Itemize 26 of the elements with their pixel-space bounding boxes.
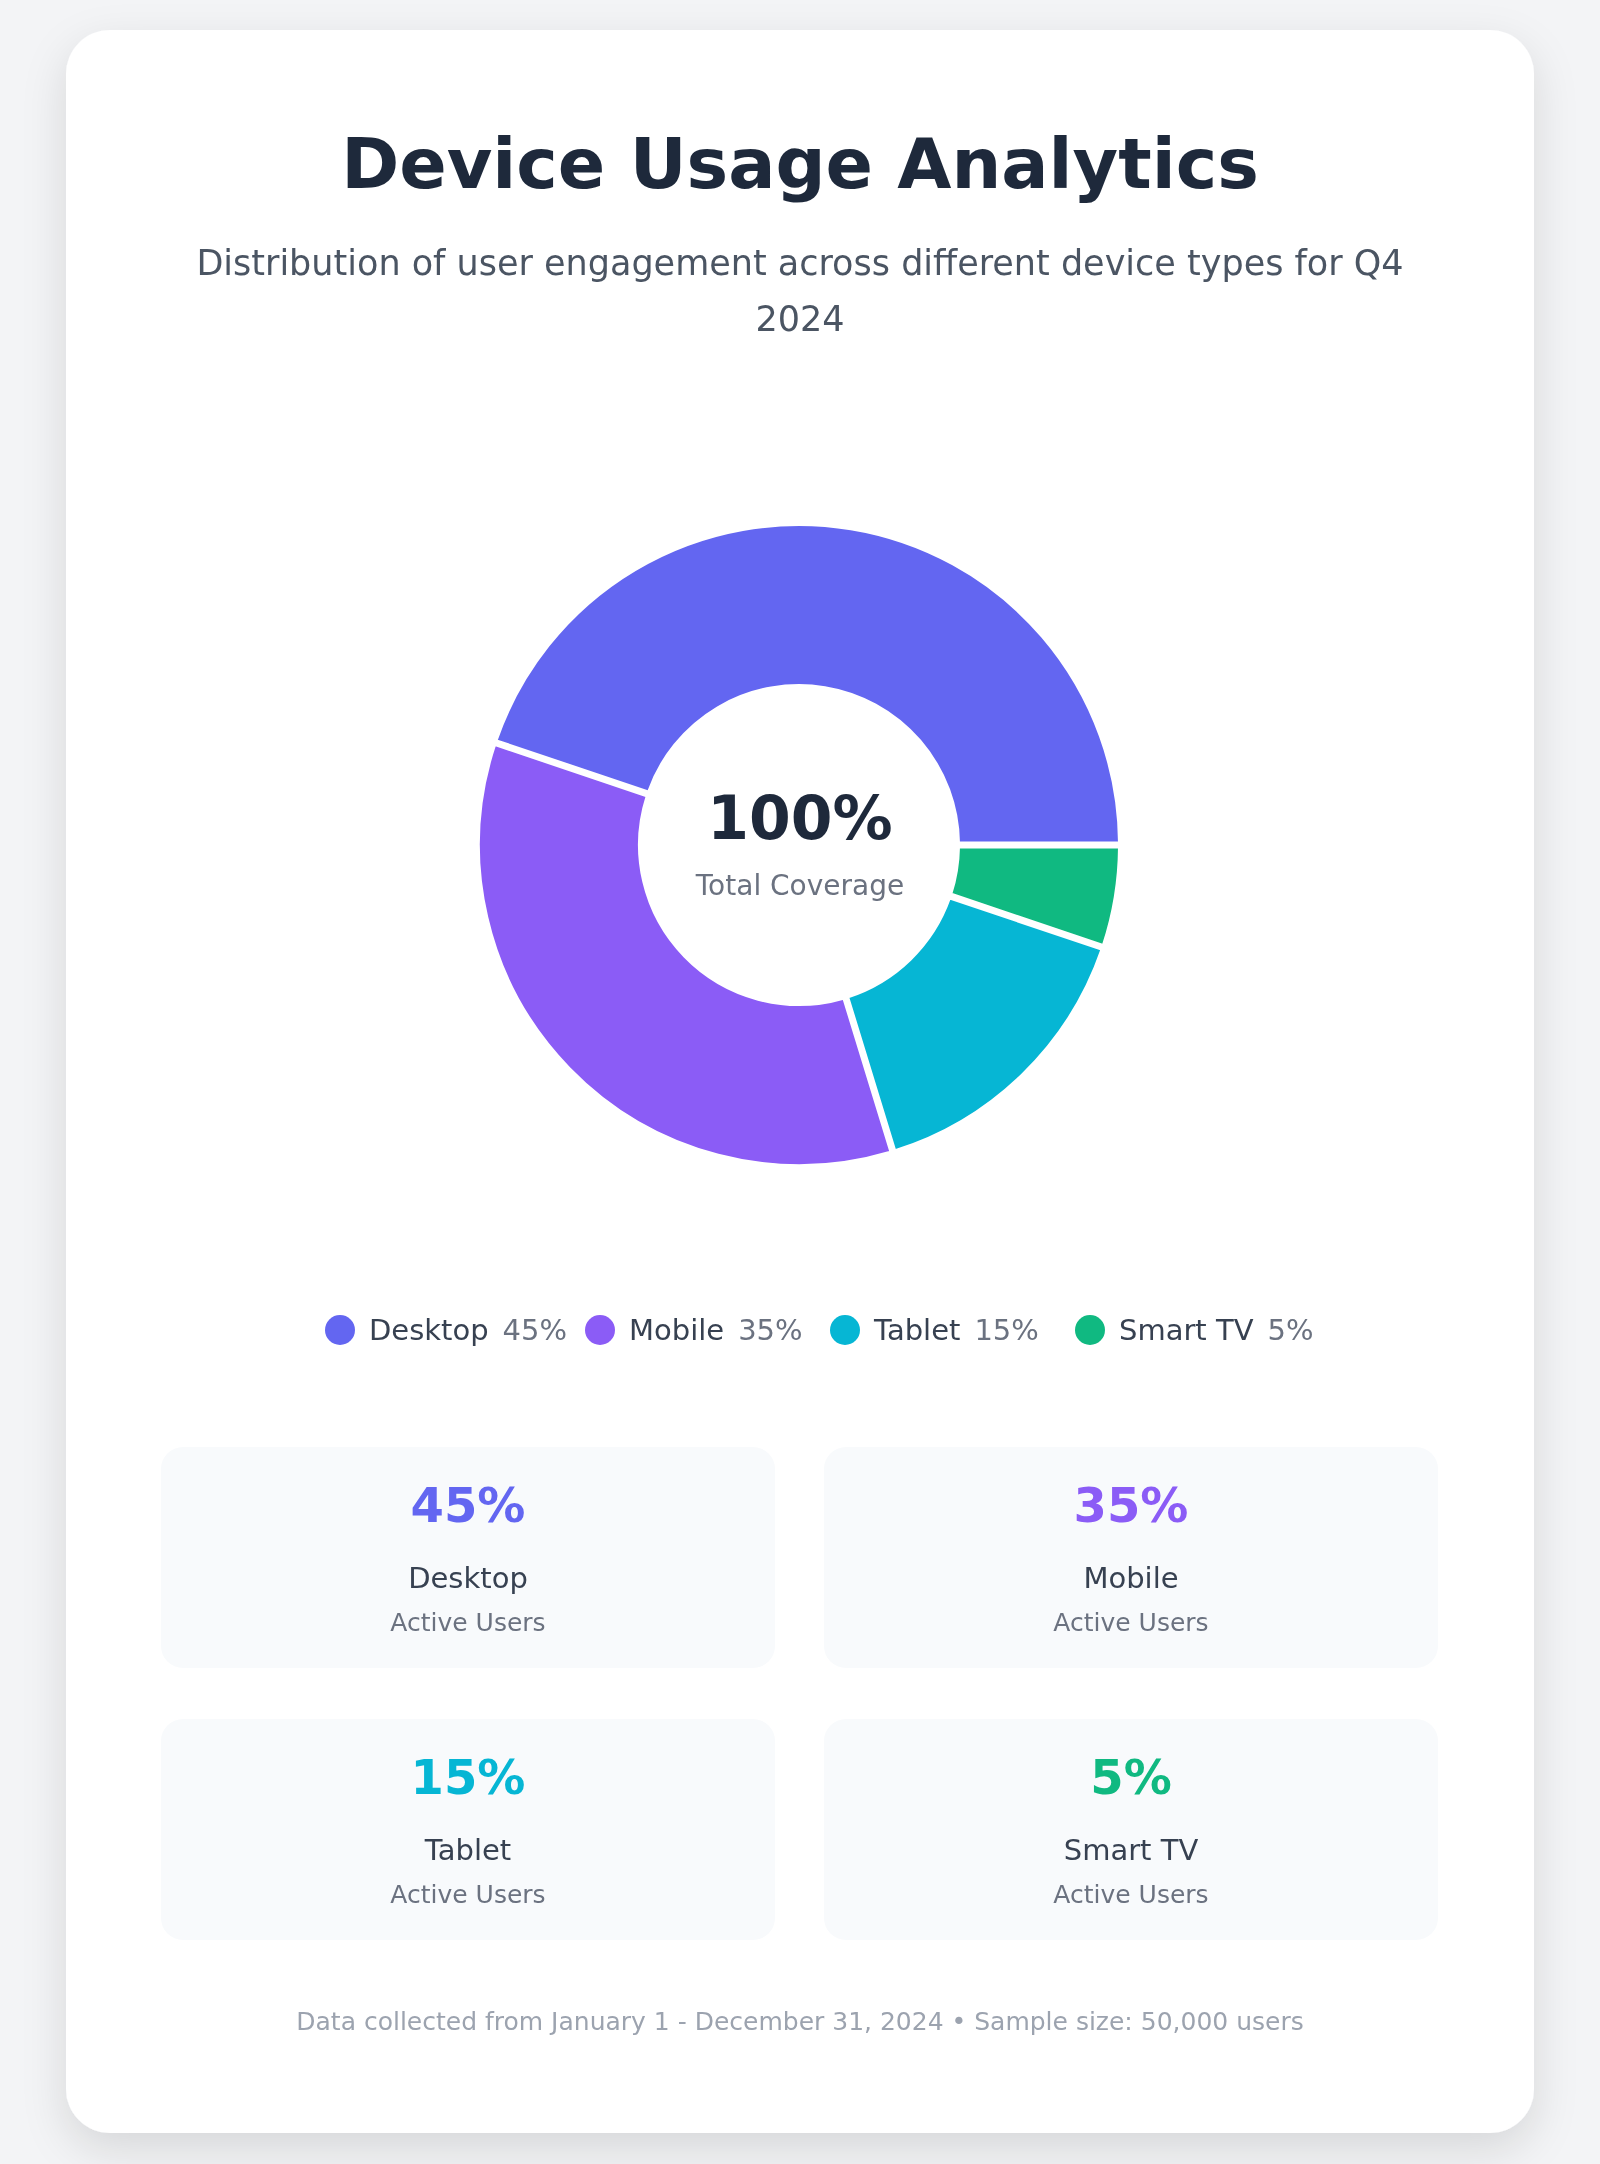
text: Active Users [1053, 1880, 1209, 1909]
text: Data collected from January 1 - December 31, 2024 • Sample size: 50,000 users [296, 2007, 1304, 2036]
text: 45% [410, 1477, 526, 1533]
category-label: Tablet [424, 1833, 512, 1867]
category-label: Mobile [1083, 1561, 1179, 1595]
text: Active Users [390, 1608, 546, 1637]
data-label: 45% [502, 1313, 568, 1347]
data-label: 15% [974, 1313, 1039, 1347]
legend-label: Smart TV [1119, 1313, 1254, 1347]
text: Active Users [390, 1880, 546, 1909]
text: 100% [707, 783, 893, 853]
legend-label: Desktop [369, 1313, 489, 1347]
chart-title: Device Usage Analytics [341, 123, 1259, 205]
chart-subtitle: Distribution of user engagement across different device types for Q4 2024 [196, 243, 1404, 339]
text: Active Users [1053, 1608, 1209, 1637]
text: 5% [1090, 1749, 1172, 1805]
data-label: 5% [1267, 1313, 1314, 1347]
category-label: Desktop [408, 1561, 528, 1595]
legend-label: Mobile [629, 1313, 725, 1347]
data-label: 35% [738, 1313, 803, 1347]
donut-slice [950, 846, 1120, 946]
category-label: Smart TV [1063, 1833, 1199, 1867]
legend-label: Tablet [874, 1313, 961, 1347]
text: 35% [1073, 1477, 1189, 1533]
text: 15% [410, 1749, 526, 1805]
text: Total Coverage [694, 869, 905, 902]
